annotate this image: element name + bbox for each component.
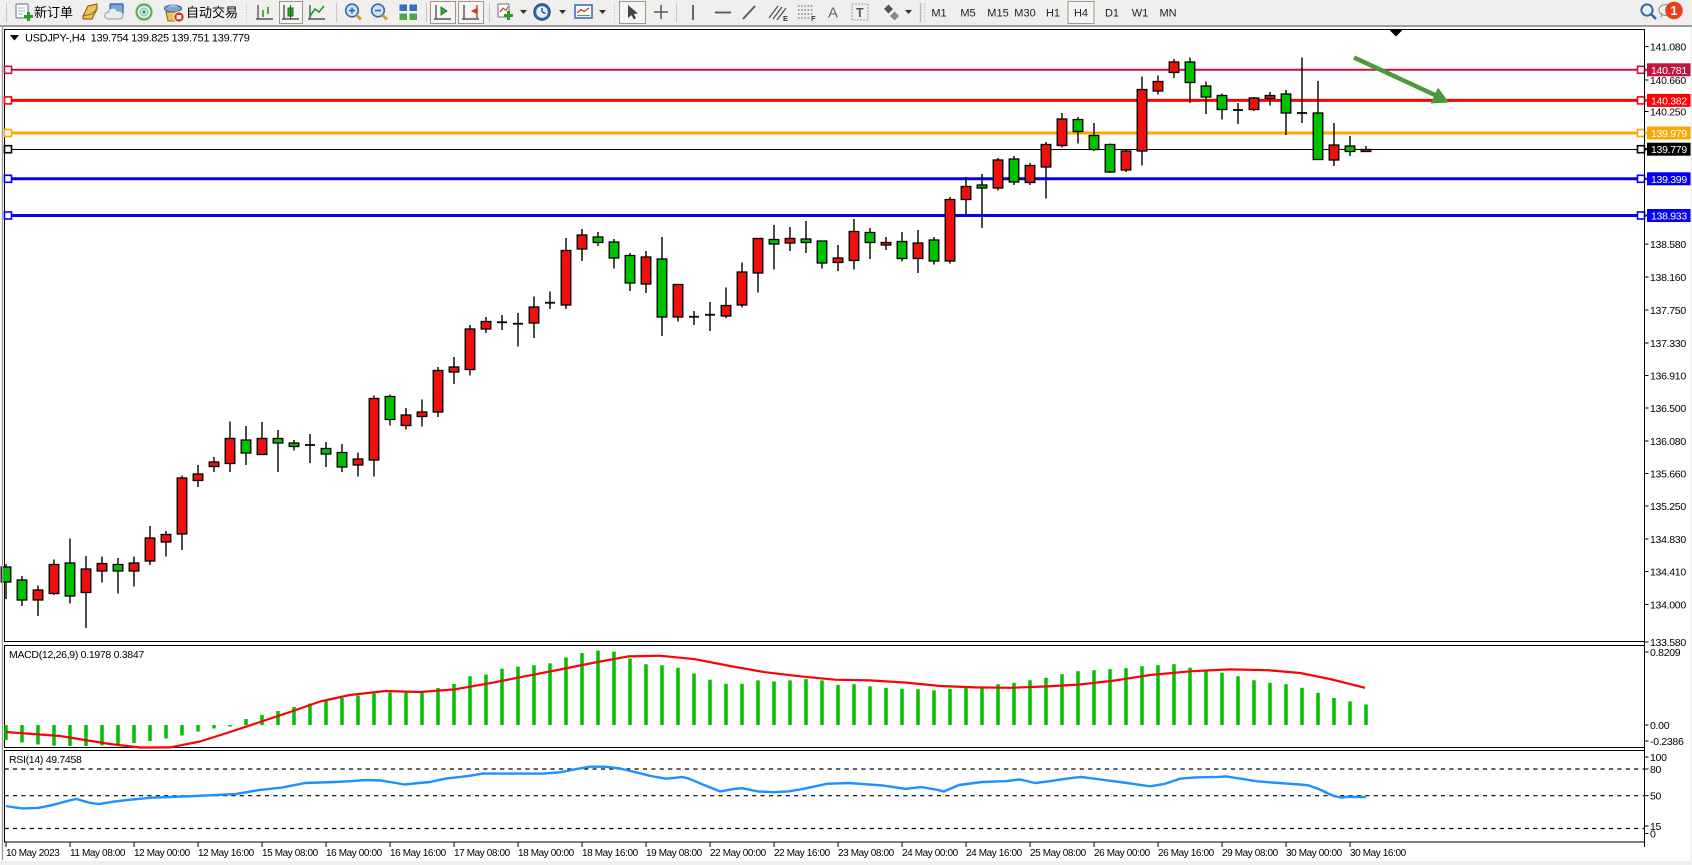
svg-text:F: F (811, 14, 816, 23)
svg-text:H4: H4 (1074, 8, 1088, 20)
svg-text:16 May 00:00: 16 May 00:00 (326, 848, 383, 859)
svg-text:12 May 00:00: 12 May 00:00 (134, 848, 191, 859)
svg-text:A: A (828, 5, 838, 22)
svg-text:MACD(12,26,9) 0.1978 0.3847: MACD(12,26,9) 0.1978 0.3847 (9, 649, 144, 661)
svg-text:E: E (783, 14, 788, 23)
svg-text:134.830: 134.830 (1650, 534, 1686, 546)
svg-text:16 May 16:00: 16 May 16:00 (390, 848, 447, 859)
svg-text:30 May 00:00: 30 May 00:00 (1286, 848, 1343, 859)
svg-text:139.399: 139.399 (1651, 174, 1687, 186)
svg-text:136.500: 136.500 (1650, 403, 1686, 415)
svg-text:24 May 00:00: 24 May 00:00 (902, 848, 959, 859)
svg-text:26 May 00:00: 26 May 00:00 (1094, 848, 1151, 859)
svg-text:24 May 16:00: 24 May 16:00 (966, 848, 1023, 859)
svg-text:M15: M15 (987, 8, 1008, 20)
svg-text:22 May 16:00: 22 May 16:00 (774, 848, 831, 859)
svg-text:12 May 16:00: 12 May 16:00 (198, 848, 255, 859)
svg-text:50: 50 (1650, 791, 1662, 803)
svg-text:10 May 2023: 10 May 2023 (6, 848, 60, 859)
svg-text:0.00: 0.00 (1650, 720, 1670, 732)
svg-text:15 May 08:00: 15 May 08:00 (262, 848, 319, 859)
svg-text:0.8209: 0.8209 (1650, 647, 1681, 659)
svg-text:18 May 00:00: 18 May 00:00 (518, 848, 575, 859)
svg-text:D1: D1 (1105, 8, 1119, 20)
svg-text:新订单: 新订单 (34, 5, 73, 20)
svg-text:80: 80 (1650, 764, 1662, 776)
svg-text:W1: W1 (1132, 8, 1149, 20)
svg-text:19 May 08:00: 19 May 08:00 (646, 848, 703, 859)
svg-text:-0.2386: -0.2386 (1650, 736, 1684, 748)
svg-text:136.080: 136.080 (1650, 436, 1686, 448)
svg-text:138.580: 138.580 (1650, 239, 1686, 251)
svg-text:137.750: 137.750 (1650, 305, 1686, 317)
svg-text:15: 15 (1650, 821, 1662, 833)
svg-text:138.933: 138.933 (1651, 211, 1687, 223)
svg-text:25 May 08:00: 25 May 08:00 (1030, 848, 1087, 859)
svg-text:135.660: 135.660 (1650, 469, 1686, 481)
svg-text:133.580: 133.580 (1650, 637, 1686, 649)
svg-text:30 May 16:00: 30 May 16:00 (1350, 848, 1407, 859)
svg-text:USDJPY-,H4 139.754 139.825 13: USDJPY-,H4 139.754 139.825 139.751 139.7… (25, 33, 250, 45)
svg-text:RSI(14) 49.7458: RSI(14) 49.7458 (9, 754, 82, 766)
svg-text:140.781: 140.781 (1651, 65, 1687, 77)
svg-text:136.910: 136.910 (1650, 371, 1686, 383)
svg-text:100: 100 (1650, 752, 1667, 764)
svg-text:140.660: 140.660 (1650, 75, 1686, 87)
svg-text:135.250: 135.250 (1650, 501, 1686, 513)
svg-text:H1: H1 (1046, 8, 1060, 20)
svg-text:18 May 16:00: 18 May 16:00 (582, 848, 639, 859)
svg-text:0: 0 (1650, 829, 1656, 841)
svg-text:26 May 16:00: 26 May 16:00 (1158, 848, 1215, 859)
svg-text:1: 1 (1671, 4, 1678, 18)
svg-text:134.410: 134.410 (1650, 567, 1686, 579)
svg-text:17 May 08:00: 17 May 08:00 (454, 848, 511, 859)
svg-text:29 May 08:00: 29 May 08:00 (1222, 848, 1279, 859)
svg-text:139.779: 139.779 (1651, 144, 1687, 156)
svg-text:22 May 00:00: 22 May 00:00 (710, 848, 767, 859)
svg-text:M30: M30 (1014, 8, 1035, 20)
svg-text:138.160: 138.160 (1650, 272, 1686, 284)
svg-text:M5: M5 (960, 8, 975, 20)
svg-text:140.382: 140.382 (1651, 95, 1687, 107)
svg-text:134.000: 134.000 (1650, 600, 1686, 612)
svg-text:M1: M1 (931, 8, 946, 20)
svg-text:T: T (856, 6, 864, 20)
svg-text:23 May 08:00: 23 May 08:00 (838, 848, 895, 859)
svg-text:141.080: 141.080 (1650, 42, 1686, 54)
svg-text:自动交易: 自动交易 (186, 5, 238, 20)
svg-text:11 May 08:00: 11 May 08:00 (70, 848, 126, 859)
svg-text:137.330: 137.330 (1650, 338, 1686, 350)
svg-text:MN: MN (1159, 8, 1176, 20)
svg-text:140.250: 140.250 (1650, 107, 1686, 119)
svg-text:139.979: 139.979 (1651, 128, 1687, 140)
